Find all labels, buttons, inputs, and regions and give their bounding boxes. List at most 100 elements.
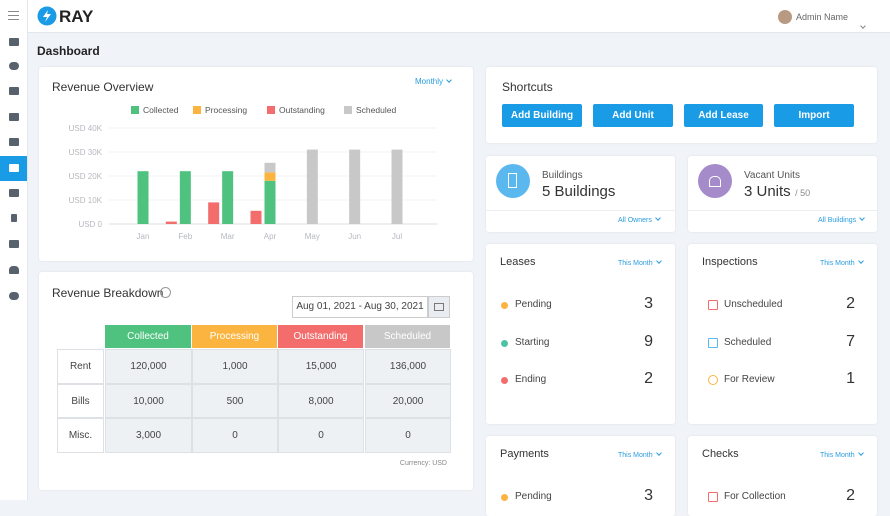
item-label: For Collection [724,491,786,502]
card-title: Inspections [702,256,758,268]
logo-icon [37,6,57,26]
units-value: 3 Units [744,183,791,200]
bar-segment [391,149,403,224]
legend-label: Processing [205,105,247,115]
units-label: Vacant Units [744,170,800,181]
nav-tenants[interactable] [9,240,19,248]
revenue-breakdown-card: Revenue Breakdown Aug 01, 2021 - Aug 30,… [39,272,473,490]
nav-reports [9,164,19,172]
divider [688,210,877,211]
period-dropdown[interactable]: This Month [618,450,662,459]
filter-label: This Month [618,260,653,267]
chevron [655,215,661,221]
table-cell: 136,000 [365,349,451,384]
legend-label: Scheduled [356,105,396,115]
nav-utilities[interactable] [11,214,17,222]
item-count: 2 [846,487,855,504]
menu-toggle[interactable] [8,11,19,20]
x-tick-label: Jan [137,232,150,241]
column-header: Outstanding [278,325,363,348]
y-tick-label: USD 40K [69,124,103,133]
status-icon [708,492,718,502]
payments-card: Payments This Month Pending 3 [486,436,675,516]
shortcuts-card: Shortcuts Add Building Add Unit Add Leas… [486,67,877,143]
nav-payments[interactable] [9,189,19,197]
item-label: Pending [515,299,552,310]
divider [486,210,675,211]
nav-settings[interactable] [9,292,19,300]
item-label: For Review [724,374,775,385]
shortcuts-title: Shortcuts [502,80,553,94]
top-bar: RAY Admin Name [28,0,890,33]
y-tick-label: USD 20K [69,172,103,181]
filter-label: All Buildings [818,217,857,224]
row-label: Rent [57,349,104,384]
owners-filter[interactable]: All Owners [618,215,661,224]
vacant-units-card: Vacant Units 3 Units / 50 All Buildings [688,156,877,232]
period-label: Monthly [415,77,444,86]
x-tick-label: Jul [392,232,402,241]
table-cell: 10,000 [105,383,192,418]
nav-messages[interactable] [9,62,19,70]
bar-segment [222,171,234,224]
revenue-chart: USD 0 USD 10K USD 20K USD 30K USD 40K Collect… [69,105,437,241]
user-name[interactable]: Admin Name [796,12,849,22]
period-dropdown[interactable]: This Month [820,450,864,459]
y-tick-label: USD 10K [69,196,103,205]
bar-segment [264,172,276,181]
table-cell: 1,000 [192,349,278,384]
inspections-card: Inspections This Month Unscheduled 2 Schedul… [688,244,877,424]
date-range-input[interactable]: Aug 01, 2021 - Aug 30, 2021 [292,296,428,318]
buildings-filter[interactable]: All Buildings [818,215,865,224]
buildings-label: Buildings [542,170,583,181]
bar-segment [137,171,149,224]
card-title: Payments [500,448,549,460]
legend-swatch [267,106,275,114]
bar-segment [306,149,318,224]
legend-label: Outstanding [279,105,325,115]
units-icon [698,164,732,198]
item-count: 9 [644,332,653,350]
user-menu-chevron[interactable] [860,23,866,29]
bar-segment [264,180,276,224]
leases-card: Leases This Month Pending 3 Starting 9 Ending 2 [486,244,675,424]
revenue-overview-card: Revenue Overview Monthly USD 0 USD 10K USD… [39,67,473,261]
add-unit-button[interactable]: Add Unit [593,104,673,127]
bar [250,210,262,224]
checks-card: Checks This Month For Collection 2 [688,436,877,516]
filter-label: All Owners [618,217,652,224]
status-icon [708,300,718,310]
import-button[interactable]: Import [774,104,854,127]
table-cell: 120,000 [105,349,192,384]
bar [208,202,220,224]
nav-home[interactable] [9,38,19,46]
nav-structure[interactable] [9,113,19,121]
avatar[interactable] [778,10,792,24]
nav-user[interactable] [9,266,19,274]
add-building-button[interactable]: Add Building [502,104,582,127]
x-tick-label: Mar [221,232,235,241]
breakdown-table: Collected Processing Outstanding Scheduled R… [39,272,473,490]
nav-active[interactable] [0,156,27,181]
nav-list[interactable] [9,138,19,146]
calendar-button[interactable] [428,296,450,318]
status-dot [501,339,508,347]
item-count: 1 [846,370,855,387]
card-title: Checks [702,448,739,460]
period-dropdown[interactable]: This Month [618,258,662,267]
currency-note: Currency: USD [399,460,447,467]
x-tick-label: May [305,232,320,241]
item-label: Ending [515,374,547,385]
nav-folders[interactable] [9,87,19,95]
table-cell: 8,000 [278,383,364,418]
buildings-icon [496,164,530,198]
item-count: 7 [846,332,855,350]
add-lease-button[interactable]: Add Lease [684,104,763,127]
period-dropdown[interactable]: Monthly [415,77,452,86]
logo-text: RAY [59,7,94,26]
period-dropdown[interactable]: This Month [820,258,864,267]
item-label: Scheduled [724,336,772,348]
info-icon[interactable] [160,287,171,298]
card-title: Leases [500,256,536,268]
item-count: 2 [644,370,653,387]
